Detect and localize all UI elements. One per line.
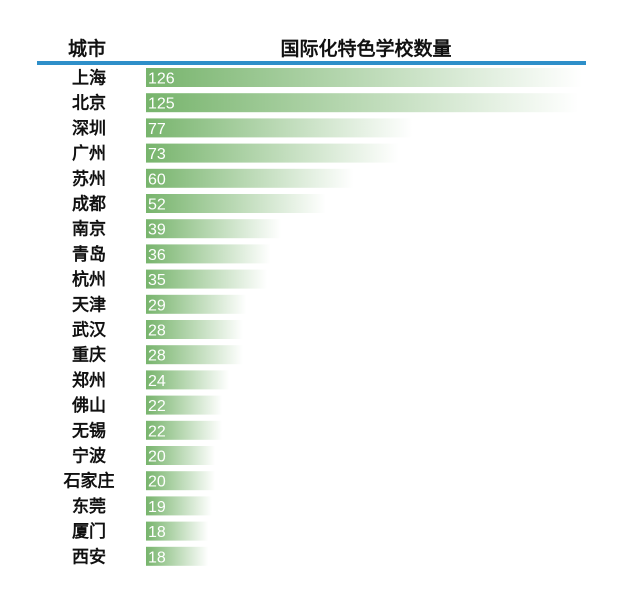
bar-value-label: 29: [148, 297, 166, 314]
city-label: 上海: [72, 68, 106, 89]
bar-value-label: 19: [148, 499, 166, 516]
city-label: 广州: [72, 143, 106, 164]
city-label: 佛山: [71, 395, 106, 416]
city-label: 郑州: [72, 370, 106, 391]
bar-value-label: 20: [148, 474, 166, 491]
city-label: 青岛: [72, 244, 106, 265]
metric-column-header: 国际化特色学校数量: [280, 38, 452, 60]
city-label: 深圳: [72, 118, 106, 139]
bar: [146, 546, 209, 566]
city-label: 北京: [72, 93, 106, 114]
bar-value-label: 24: [148, 373, 166, 390]
bar-value-label: 36: [148, 247, 166, 264]
bar: [146, 320, 243, 339]
bar: [146, 118, 413, 138]
bar-value-label: 126: [148, 71, 175, 88]
city-label: 石家庄: [63, 471, 115, 492]
bar: [146, 370, 230, 390]
bar-value-label: 73: [148, 146, 166, 163]
city-label: 武汉: [72, 320, 107, 341]
city-label: 东莞: [72, 496, 106, 517]
bar: [146, 471, 216, 491]
bar-value-label: 77: [148, 121, 166, 138]
header-rule: [37, 61, 586, 65]
bar-value-label: 22: [148, 423, 166, 440]
bar: [146, 93, 579, 113]
city-label: 天津: [72, 294, 106, 315]
bar: [146, 446, 216, 465]
bar: [146, 294, 247, 314]
city-label: 杭州: [72, 269, 106, 290]
bar-value-label: 20: [148, 449, 166, 466]
bar-value-label: 18: [148, 549, 166, 566]
bar: [146, 68, 582, 87]
city-label: 无锡: [71, 420, 106, 441]
bar: [146, 395, 223, 415]
bar: [146, 420, 223, 440]
bar: [146, 219, 281, 239]
bar: [146, 496, 212, 516]
bar: [146, 521, 209, 541]
city-column-header: 城市: [68, 38, 107, 60]
bar: [146, 168, 354, 188]
bar: [146, 194, 326, 213]
city-label: 重庆: [72, 345, 106, 366]
bar: [146, 244, 271, 264]
bar: [146, 269, 268, 289]
city-label: 南京: [72, 219, 106, 240]
city-label: 宁波: [72, 446, 107, 467]
bar-value-label: 18: [148, 524, 166, 541]
bar-value-label: 60: [148, 171, 166, 188]
bar: [146, 143, 399, 163]
bar-value-label: 125: [148, 96, 175, 113]
bar-value-label: 22: [148, 398, 166, 415]
city-label: 厦门: [72, 521, 106, 542]
bar-value-label: 28: [148, 323, 166, 340]
bar-value-label: 35: [148, 272, 166, 289]
bar-value-label: 39: [148, 222, 166, 239]
city-label: 苏州: [72, 168, 106, 189]
bar-value-label: 28: [148, 348, 166, 365]
bar-value-label: 52: [148, 197, 166, 214]
bar: [146, 345, 243, 365]
city-label: 西安: [72, 546, 106, 567]
city-label: 成都: [72, 194, 106, 215]
